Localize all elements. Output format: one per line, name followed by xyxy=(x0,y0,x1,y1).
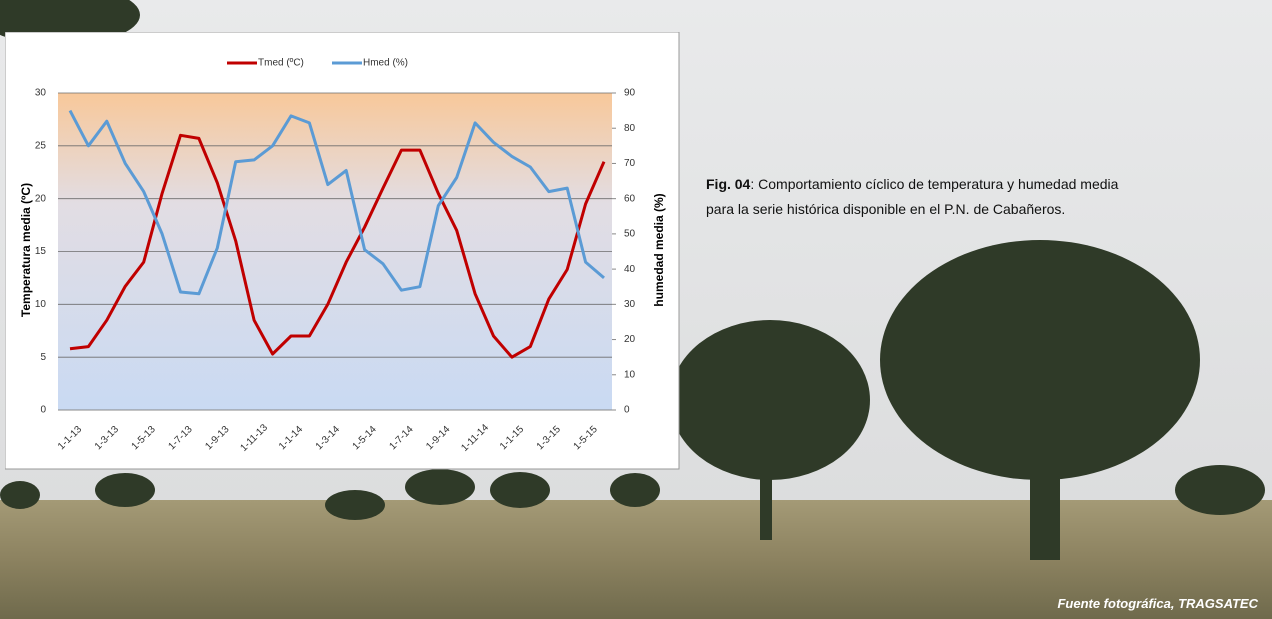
y-tick-label: 30 xyxy=(35,88,47,99)
y-tick-label: 25 xyxy=(35,140,47,151)
y-tick-label: 0 xyxy=(40,405,46,416)
y2-tick-label: 50 xyxy=(624,229,636,240)
y-axis-title: Temperatura media (ºC) xyxy=(19,183,33,317)
y2-tick-label: 10 xyxy=(624,369,636,380)
y2-tick-label: 70 xyxy=(624,158,636,169)
legend-label: Tmed (ºC) xyxy=(258,58,304,69)
y-tick-label: 15 xyxy=(35,246,47,257)
series-line xyxy=(68,109,605,296)
trees xyxy=(0,0,1265,560)
caption-text: : Comportamiento cíclico de temperatura … xyxy=(706,176,1119,217)
y-tick-label: 10 xyxy=(35,299,47,310)
y2-tick-label: 0 xyxy=(624,405,630,416)
y-tick-label: 20 xyxy=(35,193,47,204)
y2-tick-label: 20 xyxy=(624,334,636,345)
legend-label: Hmed (%) xyxy=(363,58,408,69)
caption-label: Fig. 04 xyxy=(706,176,751,192)
photo-credit: Fuente fotográfica, TRAGSATEC xyxy=(1057,596,1258,611)
y2-tick-label: 90 xyxy=(624,88,636,99)
series-line xyxy=(69,133,606,359)
y2-tick-label: 60 xyxy=(624,193,636,204)
y-tick-label: 5 xyxy=(40,352,46,363)
y2-tick-label: 40 xyxy=(624,264,636,275)
y2-tick-label: 30 xyxy=(624,299,636,310)
y2-axis-title: humedad media (%) xyxy=(652,193,666,306)
caption: Fig. 04: Comportamiento cíclico de tempe… xyxy=(706,172,1126,222)
y2-tick-label: 80 xyxy=(624,123,636,134)
chart: Temperatura media (ºC) humedad media (%)… xyxy=(5,32,680,470)
